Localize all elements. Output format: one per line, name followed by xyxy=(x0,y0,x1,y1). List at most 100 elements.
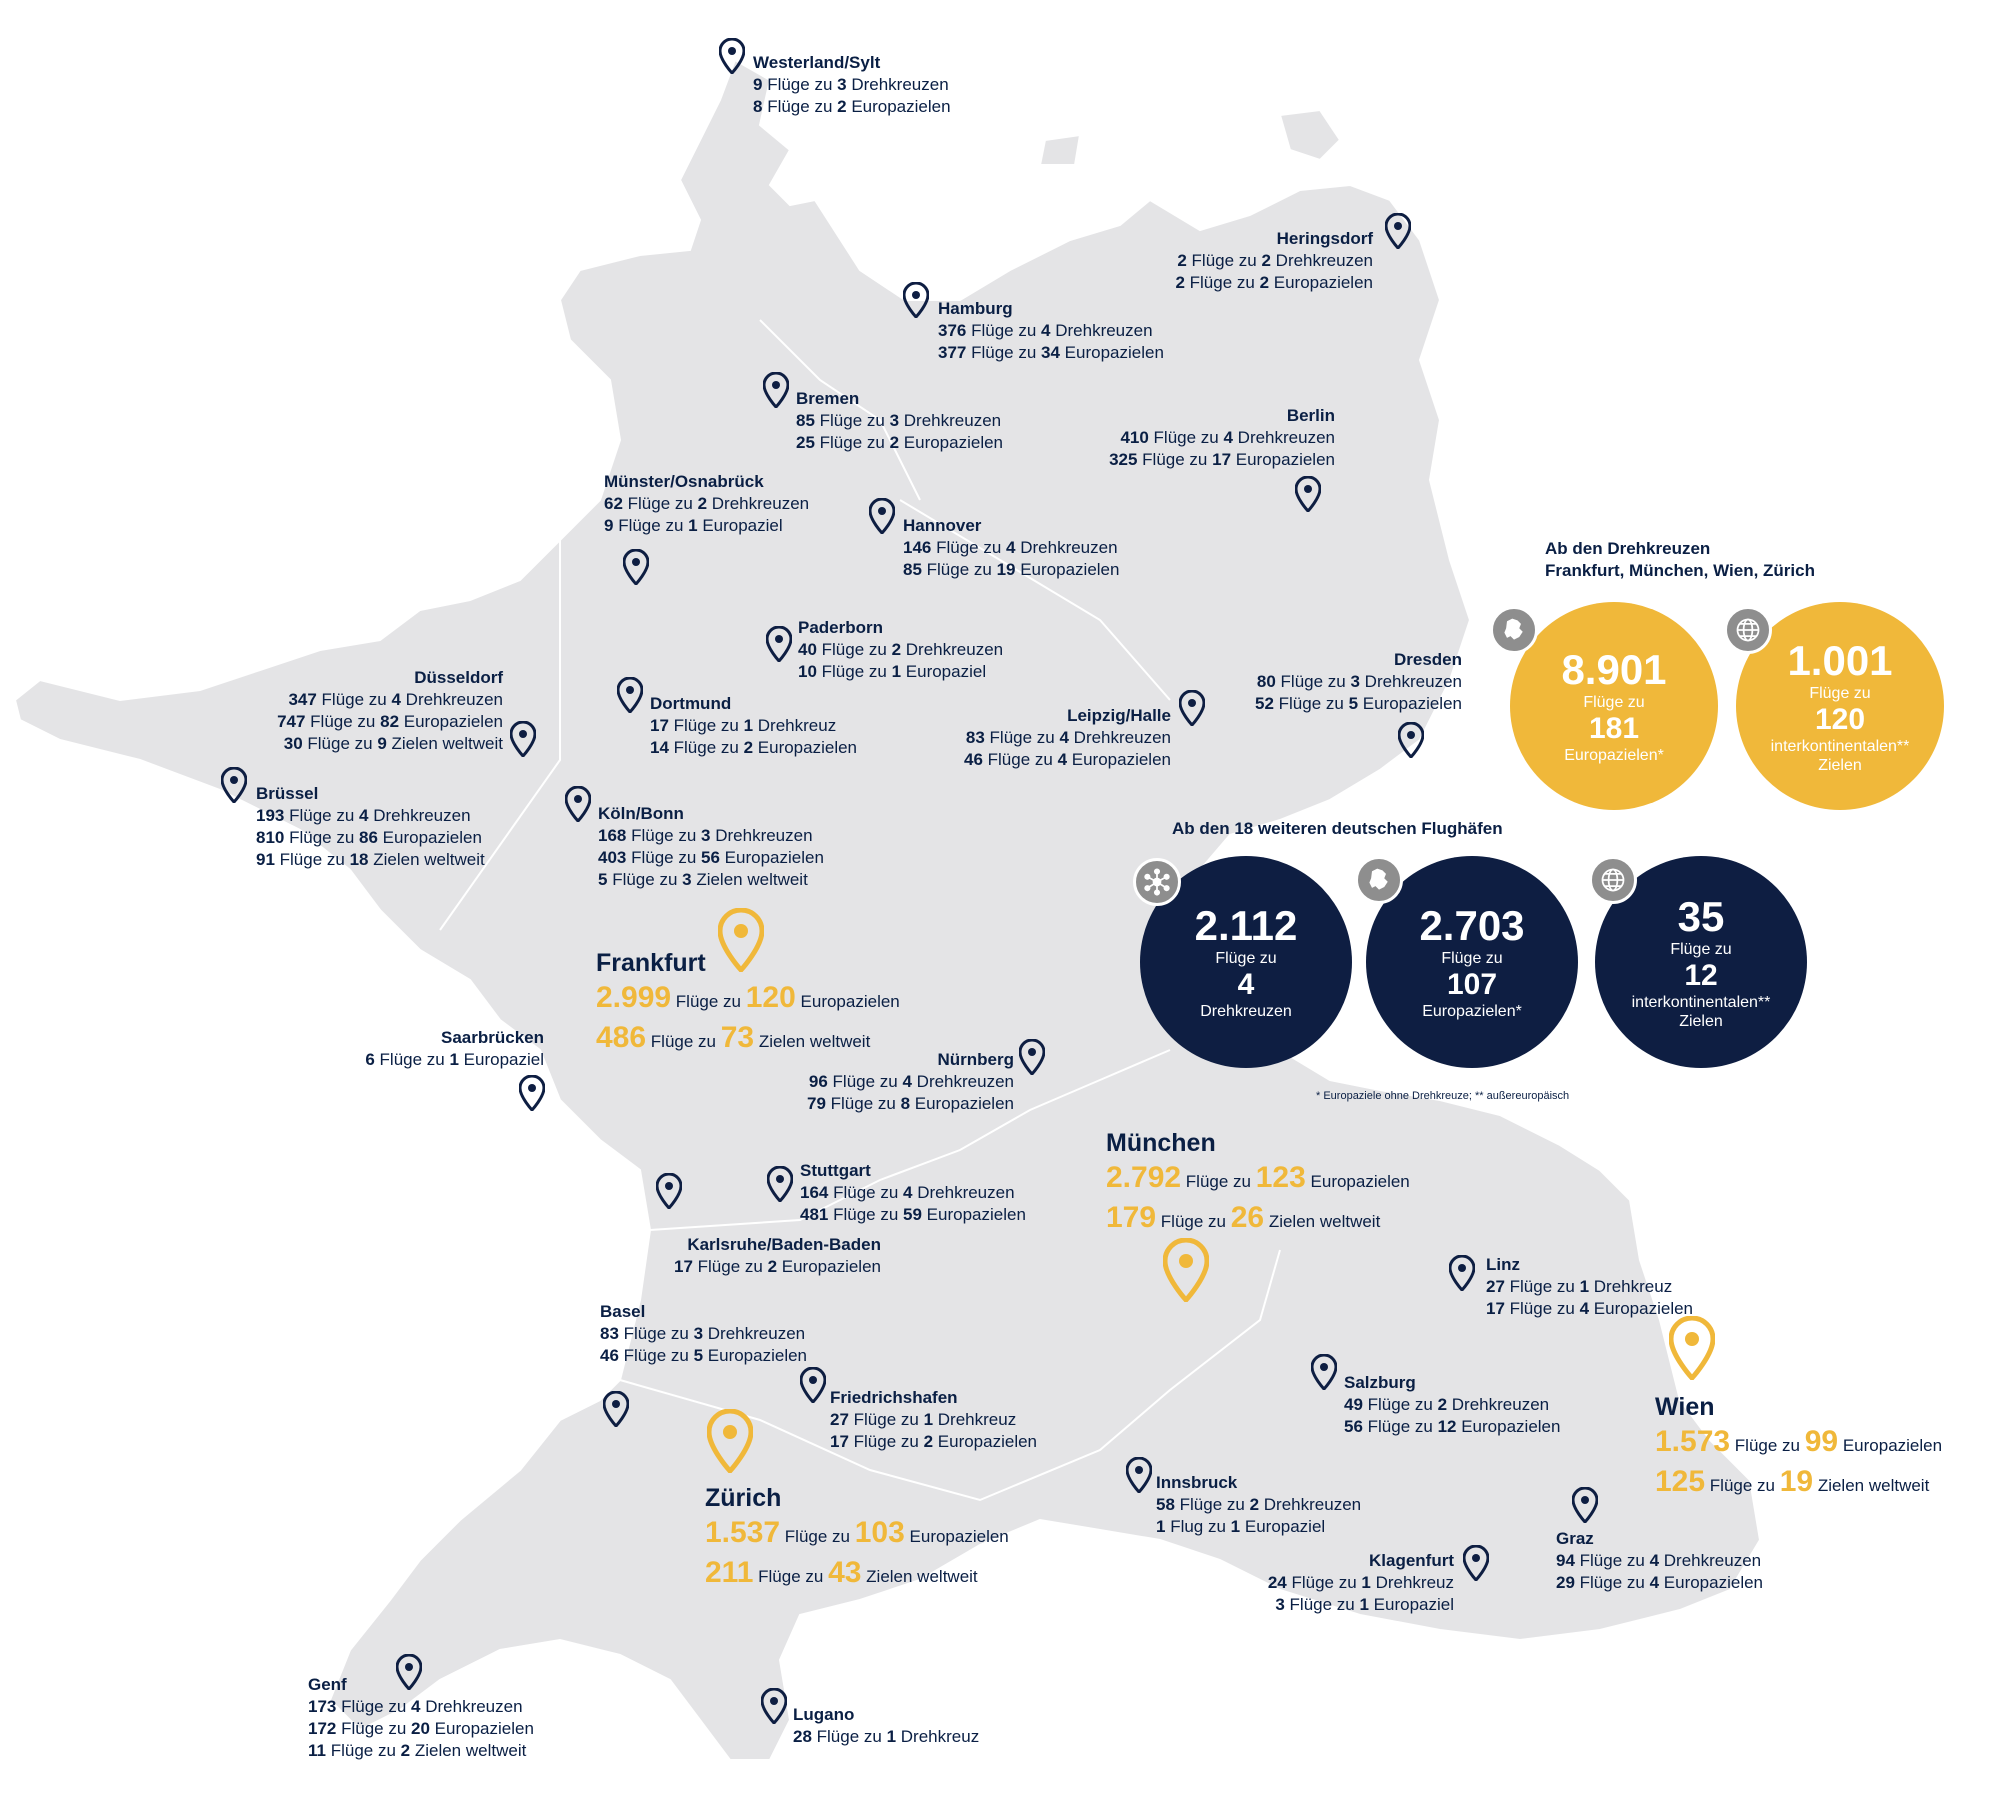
flights-line: 30 Flüge zu 9 Zielen weltweit xyxy=(283,734,503,753)
hub-flights-line: 179 Flüge zu 26 Zielen weltweit xyxy=(1106,1201,1381,1234)
flights-line: 91 Flüge zu 18 Zielen weltweit xyxy=(256,850,485,869)
airport-heringsdorf: Heringsdorf 2 Flüge zu 2 Drehkreuzen 2 F… xyxy=(1175,228,1373,294)
flights-line: 17 Flüge zu 2 Europazielen xyxy=(673,1257,881,1276)
map-marker-icon[interactable] xyxy=(903,282,929,318)
map-marker-icon[interactable] xyxy=(565,786,591,822)
airport-dresden: Dresden 80 Flüge zu 3 Drehkreuzen 52 Flü… xyxy=(1255,649,1462,715)
europe-icon xyxy=(1355,856,1403,904)
flights-line: 49 Flüge zu 2 Drehkreuzen xyxy=(1344,1395,1550,1414)
airport-name: Hamburg xyxy=(938,299,1013,318)
airport-linz: Linz 27 Flüge zu 1 Drehkreuz 17 Flüge zu… xyxy=(1486,1254,1693,1320)
map-marker-icon[interactable] xyxy=(221,767,247,803)
airport-name: Innsbruck xyxy=(1156,1473,1238,1492)
airport-graz: Graz 94 Flüge zu 4 Drehkreuzen 29 Flüge … xyxy=(1556,1528,1763,1594)
map-marker-icon[interactable] xyxy=(656,1173,682,1209)
map-marker-icon[interactable] xyxy=(869,498,895,534)
flights-line: 481 Flüge zu 59 Europazielen xyxy=(800,1205,1026,1224)
map-marker-icon[interactable] xyxy=(719,38,745,74)
europe-icon xyxy=(1490,606,1538,654)
airport-name: Münster/Osnabrück xyxy=(604,472,764,491)
airport-name: Dresden xyxy=(1393,650,1462,669)
airport-name: Genf xyxy=(308,1675,347,1694)
airport-karlsruhe: Karlsruhe/Baden-Baden 17 Flüge zu 2 Euro… xyxy=(674,1234,881,1278)
airport-name: Linz xyxy=(1486,1255,1520,1274)
hub-marker-icon[interactable] xyxy=(707,1409,753,1473)
map-marker-icon[interactable] xyxy=(510,721,536,757)
flights-line: 11 Flüge zu 2 Zielen weltweit xyxy=(308,1741,527,1760)
map-marker-icon[interactable] xyxy=(1385,213,1411,249)
network-icon xyxy=(1133,858,1181,906)
flights-line: 27 Flüge zu 1 Drehkreuz xyxy=(1486,1277,1673,1296)
airport-salzburg: Salzburg 49 Flüge zu 2 Drehkreuzen 56 Fl… xyxy=(1344,1372,1560,1438)
airport-basel: Basel 83 Flüge zu 3 Drehkreuzen 46 Flüge… xyxy=(600,1301,807,1367)
flights-line: 1 Flug zu 1 Europaziel xyxy=(1156,1517,1326,1536)
hub-wien: Wien 1.573 Flüge zu 99 Europazielen 125 … xyxy=(1655,1390,1942,1504)
map-marker-icon[interactable] xyxy=(1126,1457,1152,1493)
map-marker-icon[interactable] xyxy=(767,1166,793,1202)
hub-marker-icon[interactable] xyxy=(1669,1316,1715,1380)
map-marker-icon[interactable] xyxy=(1179,690,1205,726)
map-marker-icon[interactable] xyxy=(1019,1039,1045,1075)
flights-line: 9 Flüge zu 1 Europaziel xyxy=(604,516,783,535)
flights-line: 27 Flüge zu 1 Drehkreuz xyxy=(830,1410,1017,1429)
map-marker-icon[interactable] xyxy=(761,1688,787,1724)
flights-line: 172 Flüge zu 20 Europazielen xyxy=(308,1719,534,1738)
map-marker-icon[interactable] xyxy=(396,1654,422,1690)
airport-name: Basel xyxy=(600,1302,646,1321)
airport-name: Berlin xyxy=(1286,406,1335,425)
hub-flights-line: 125 Flüge zu 19 Zielen weltweit xyxy=(1655,1465,1930,1498)
map-marker-icon[interactable] xyxy=(603,1391,629,1427)
map-marker-icon[interactable] xyxy=(1463,1545,1489,1581)
region-borders xyxy=(439,319,1281,1502)
map-marker-icon[interactable] xyxy=(1449,1255,1475,1291)
flights-line: 85 Flüge zu 3 Drehkreuzen xyxy=(796,411,1002,430)
flights-line: 173 Flüge zu 4 Drehkreuzen xyxy=(308,1697,523,1716)
map-marker-icon[interactable] xyxy=(623,549,649,585)
others-europe-circle: 2.703 Flüge zu 107 Europazielen* xyxy=(1366,856,1578,1068)
airport-name: Klagenfurt xyxy=(1369,1551,1454,1570)
flights-line: 17 Flüge zu 1 Drehkreuz xyxy=(650,716,837,735)
globe-icon xyxy=(1589,856,1637,904)
map-marker-icon[interactable] xyxy=(800,1367,826,1403)
airport-leipzig: Leipzig/Halle 83 Flüge zu 4 Drehkreuzen … xyxy=(964,705,1171,771)
map-marker-icon[interactable] xyxy=(1398,722,1424,758)
airport-nuernberg: Nürnberg 96 Flüge zu 4 Drehkreuzen 79 Fl… xyxy=(807,1049,1014,1115)
hub-flights-line: 1.573 Flüge zu 99 Europazielen xyxy=(1655,1425,1943,1458)
flights-line: 94 Flüge zu 4 Drehkreuzen xyxy=(1556,1551,1762,1570)
flights-line: 810 Flüge zu 86 Europazielen xyxy=(256,828,482,847)
airport-bruessel: Brüssel 193 Flüge zu 4 Drehkreuzen 810 F… xyxy=(256,783,485,871)
flights-line: 6 Flüge zu 1 Europaziel xyxy=(365,1050,544,1069)
hub-marker-icon[interactable] xyxy=(718,908,764,972)
airport-innsbruck: Innsbruck 58 Flüge zu 2 Drehkreuzen 1 Fl… xyxy=(1156,1472,1361,1538)
hub-name: München xyxy=(1106,1129,1216,1157)
hub-marker-icon[interactable] xyxy=(1163,1238,1209,1302)
flights-line: 146 Flüge zu 4 Drehkreuzen xyxy=(903,538,1118,557)
airport-name: Westerland/Sylt xyxy=(753,53,881,72)
map-marker-icon[interactable] xyxy=(519,1075,545,1111)
airport-name: Brüssel xyxy=(256,784,319,803)
flights-line: 747 Flüge zu 82 Europazielen xyxy=(277,712,503,731)
airport-name: Bremen xyxy=(796,389,860,408)
airport-berlin: Berlin 410 Flüge zu 4 Drehkreuzen 325 Fl… xyxy=(1109,405,1335,471)
land-region xyxy=(13,58,1762,1761)
map-marker-icon[interactable] xyxy=(1295,476,1321,512)
airport-name: Lugano xyxy=(793,1705,855,1724)
flights-line: 403 Flüge zu 56 Europazielen xyxy=(598,848,824,867)
airport-name: Saarbrücken xyxy=(441,1028,544,1047)
map-marker-icon[interactable] xyxy=(766,626,792,662)
airport-muenster: Münster/Osnabrück 62 Flüge zu 2 Drehkreu… xyxy=(604,471,809,537)
flights-line: 28 Flüge zu 1 Drehkreuz xyxy=(793,1727,980,1746)
map-marker-icon[interactable] xyxy=(617,677,643,713)
hub-name: Zürich xyxy=(705,1484,782,1512)
map-marker-icon[interactable] xyxy=(763,372,789,408)
map-marker-icon[interactable] xyxy=(1572,1487,1598,1523)
flights-line: 83 Flüge zu 4 Drehkreuzen xyxy=(965,728,1171,747)
hub-flights-line: 2.999 Flüge zu 120 Europazielen xyxy=(596,981,900,1014)
map-marker-icon[interactable] xyxy=(1311,1354,1337,1390)
airport-name: Salzburg xyxy=(1344,1373,1416,1392)
flights-line: 325 Flüge zu 17 Europazielen xyxy=(1109,450,1335,469)
flights-line: 80 Flüge zu 3 Drehkreuzen xyxy=(1256,672,1462,691)
flights-line: 347 Flüge zu 4 Drehkreuzen xyxy=(288,690,503,709)
flights-line: 25 Flüge zu 2 Europazielen xyxy=(796,433,1004,452)
